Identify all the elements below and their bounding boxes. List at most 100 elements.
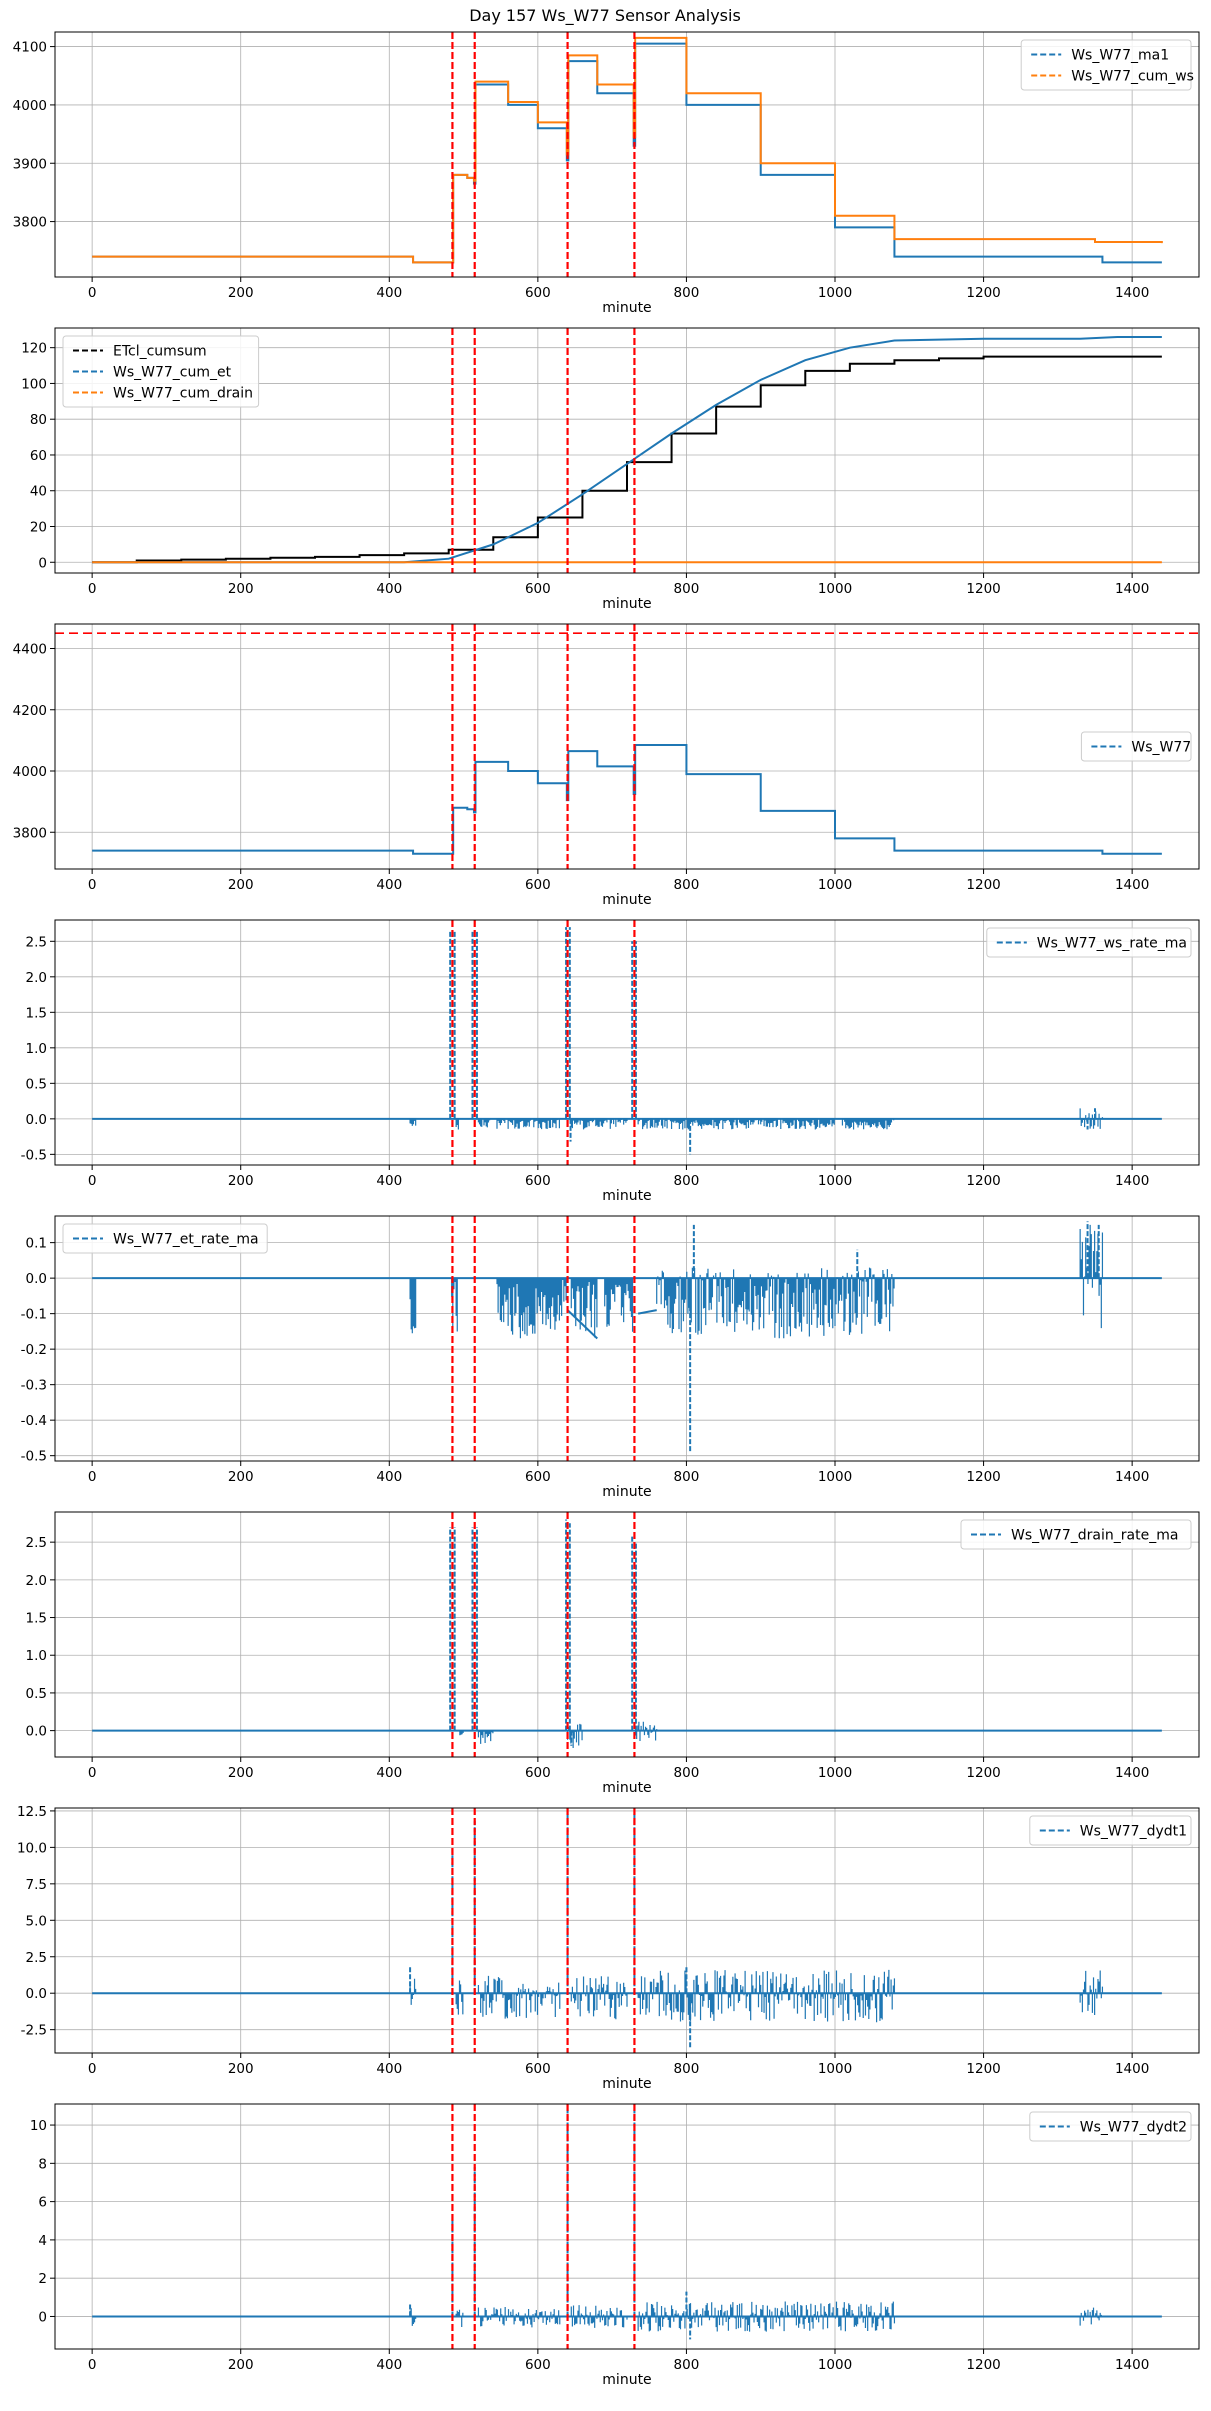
legend: Ws_W77_dydt1 [1029, 1815, 1192, 1846]
legend: Ws_W77_et_rate_ma [62, 1223, 268, 1254]
x-tick-label: 0 [88, 1765, 97, 1781]
y-tick-label: 0.0 [26, 1724, 47, 1740]
x-tick-label: 1200 [966, 2061, 1000, 2077]
x-axis-label: minute [602, 2076, 651, 2092]
x-tick-label: 1400 [1115, 2357, 1149, 2373]
legend-entry: Ws_W77_ws_rate_ma [1037, 936, 1187, 952]
series-ETcl_cumsum [92, 355, 1162, 564]
x-tick-label: 800 [674, 1173, 700, 1189]
legend-entry: Ws_W77_dydt1 [1080, 1824, 1187, 1840]
x-tick-label: 200 [228, 877, 254, 893]
x-tick-label: 800 [674, 2357, 700, 2373]
y-tick-label: 0.0 [26, 1112, 47, 1128]
x-tick-label: 1200 [966, 1765, 1000, 1781]
x-tick-label: 1200 [966, 1469, 1000, 1485]
y-tick-label: -0.5 [21, 1147, 47, 1163]
y-tick-label: 0.0 [26, 1271, 47, 1287]
y-tick-label: 7.5 [26, 1877, 47, 1893]
series-noise-band [496, 1118, 560, 1130]
series-noise-band [570, 1278, 598, 1338]
y-tick-label: 4000 [13, 98, 47, 114]
x-tick-label: 0 [88, 1469, 97, 1485]
x-tick-label: 400 [376, 1765, 402, 1781]
series-line-Ws_W77_cum_et [92, 335, 1162, 564]
y-tick-label: 4000 [13, 764, 47, 780]
legend-entry: Ws_W77_cum_et [113, 365, 232, 381]
y-tick-label: 40 [30, 484, 47, 500]
axes-frame [54, 2103, 1200, 2350]
series-noise-band [637, 1969, 896, 2023]
y-tick-label: 0 [38, 555, 47, 571]
series-noise-band [477, 2307, 561, 2328]
x-axis-label: minute [602, 596, 651, 612]
y-tick-label: 2 [38, 2271, 47, 2287]
y-tick-label: 5.0 [26, 1913, 47, 1929]
x-tick-label: 0 [88, 581, 97, 597]
x-tick-label: 1200 [966, 285, 1000, 301]
y-tick-label: 1.0 [26, 1648, 47, 1664]
x-tick-label: 0 [88, 1173, 97, 1189]
legend-box [1029, 1815, 1192, 1846]
axes-frame [54, 1215, 1200, 1462]
y-tick-label: 2.0 [26, 970, 47, 986]
y-tick-label: 2.0 [26, 1573, 47, 1589]
series-noise-band [455, 2309, 464, 2328]
plot-area [55, 624, 1199, 869]
series-noise-band [477, 1118, 491, 1128]
legend: Ws_W77_ma1 Ws_W77_cum_ws [1020, 39, 1194, 91]
y-tick-label: 0.0 [26, 1986, 47, 2002]
legend-entry: Ws_W77_drain_rate_ma [1011, 1528, 1178, 1544]
series-noise-band [570, 1976, 628, 2020]
subplot-ws: 0 200 400 600 800 1000 1200 1400 3800 3900 4000 410… [13, 31, 1200, 316]
y-tick-label: 1.5 [26, 1005, 47, 1021]
series-noise-band [1079, 2307, 1104, 2326]
series-noise-band [455, 1980, 464, 2015]
subplot-cum: 0 200 400 600 800 1000 1200 1400 0 20 40 60 80 100 120… [21, 327, 1200, 612]
y-tick-label: 8 [38, 2156, 47, 2172]
x-tick-label: 0 [88, 877, 97, 893]
x-tick-label: 1000 [818, 2357, 852, 2373]
x-tick-label: 400 [376, 2357, 402, 2373]
y-tick-label: -0.4 [21, 1413, 47, 1429]
legend: Ws_W77_dydt2 [1029, 2111, 1192, 2142]
legend-entry: Ws_W77_dydt2 [1080, 2120, 1187, 2136]
y-tick-label: 3800 [13, 215, 47, 231]
y-tick-label: -0.2 [21, 1342, 47, 1358]
series-link-segment [637, 1309, 657, 1315]
legend: Ws_W77_ws_rate_ma [986, 927, 1192, 958]
y-tick-label: 0.5 [26, 1076, 47, 1092]
x-tick-label: 800 [674, 1765, 700, 1781]
legend-box [62, 335, 260, 408]
axes-frame [54, 1511, 1200, 1758]
y-tick-label: 100 [21, 376, 47, 392]
y-tick-label: 0.1 [26, 1236, 47, 1252]
x-tick-label: 400 [376, 877, 402, 893]
x-tick-label: 600 [525, 1469, 551, 1485]
x-tick-label: 1200 [966, 2357, 1000, 2373]
plot-area [92, 1808, 1162, 2053]
series-noise-band [455, 1118, 461, 1130]
y-tick-label: 6 [38, 2195, 47, 2211]
subplots: 0 200 400 600 800 1000 1200 1400380039004000410… [13, 31, 1200, 2388]
y-tick-label: 4 [38, 2233, 47, 2249]
x-tick-label: 0 [88, 2061, 97, 2077]
y-tick-label: 2.5 [26, 1950, 47, 1966]
x-tick-label: 1400 [1115, 877, 1149, 893]
series-noise-band [637, 1118, 835, 1130]
x-tick-label: 600 [525, 581, 551, 597]
x-tick-label: 1000 [818, 1469, 852, 1485]
series-Ws_W77_ws_rate_ma [92, 927, 1162, 1155]
legend-box [1080, 731, 1192, 762]
legend-entry: Ws_W77 [1131, 740, 1191, 756]
x-tick-label: 1000 [818, 581, 852, 597]
subplot-raw: 0 200 400 600 800 1000 1200 1400 3800 4000 4200 440… [13, 623, 1200, 908]
y-tick-label: 2.5 [26, 934, 47, 950]
series-Ws_W77_cum_et [92, 335, 1162, 564]
series-noise-band [477, 1975, 561, 2019]
y-tick-label: 3900 [13, 156, 47, 172]
x-tick-label: 1000 [818, 1173, 852, 1189]
y-tick-label: 1.5 [26, 1611, 47, 1627]
plot-area [92, 1216, 1162, 1461]
y-tick-label: 60 [30, 448, 47, 464]
y-tick-label: -2.5 [21, 2023, 47, 2039]
